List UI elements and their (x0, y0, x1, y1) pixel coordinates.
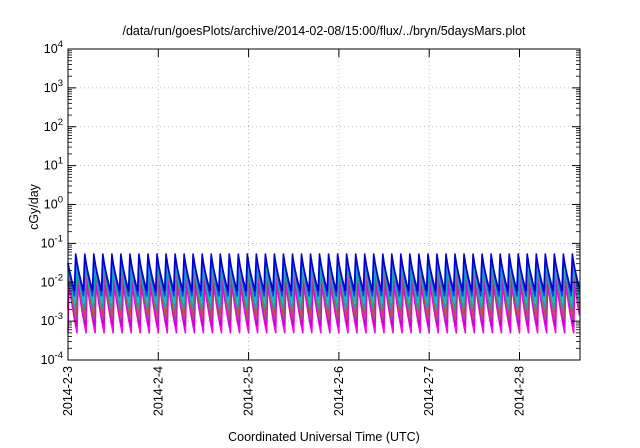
y-tick-label: 10-4 (41, 350, 63, 367)
x-tick-label: 2014-2-6 (332, 366, 346, 416)
y-tick-label: 101 (44, 156, 63, 173)
y-tick-label: 102 (44, 117, 63, 134)
x-tick-labels: 2014-2-3 2014-2-4 2014-2-5 2014-2-6 2014-2-7… (61, 366, 526, 416)
series-layer (67, 253, 581, 334)
y-tick-label: 103 (44, 78, 63, 95)
ticks (67, 48, 580, 361)
chart-title: /data/run/goesPlots/archive/2014-02-08/1… (122, 24, 526, 38)
x-axis-title: Coordinated Universal Time (UTC) (228, 430, 420, 444)
y-tick-label: 10-3 (41, 311, 63, 328)
y-tick-label: 104 (44, 39, 63, 56)
x-tick-label: 2014-2-8 (512, 366, 526, 416)
y-tick-labels: 10-4 10-3 10-2 10-1 100 101 102 103 104 (41, 39, 63, 367)
y-axis-title: cGy/day (27, 183, 41, 230)
y-tick-label: 100 (44, 195, 63, 212)
series-line (67, 253, 581, 292)
y-tick-label: 10-1 (41, 233, 63, 250)
grid-lines (68, 49, 580, 360)
y-tick-label: 10-2 (41, 272, 63, 289)
x-tick-label: 2014-2-5 (242, 366, 256, 416)
x-tick-label: 2014-2-4 (151, 366, 165, 416)
x-tick-label: 2014-2-7 (422, 366, 436, 416)
x-tick-label: 2014-2-3 (61, 366, 75, 416)
